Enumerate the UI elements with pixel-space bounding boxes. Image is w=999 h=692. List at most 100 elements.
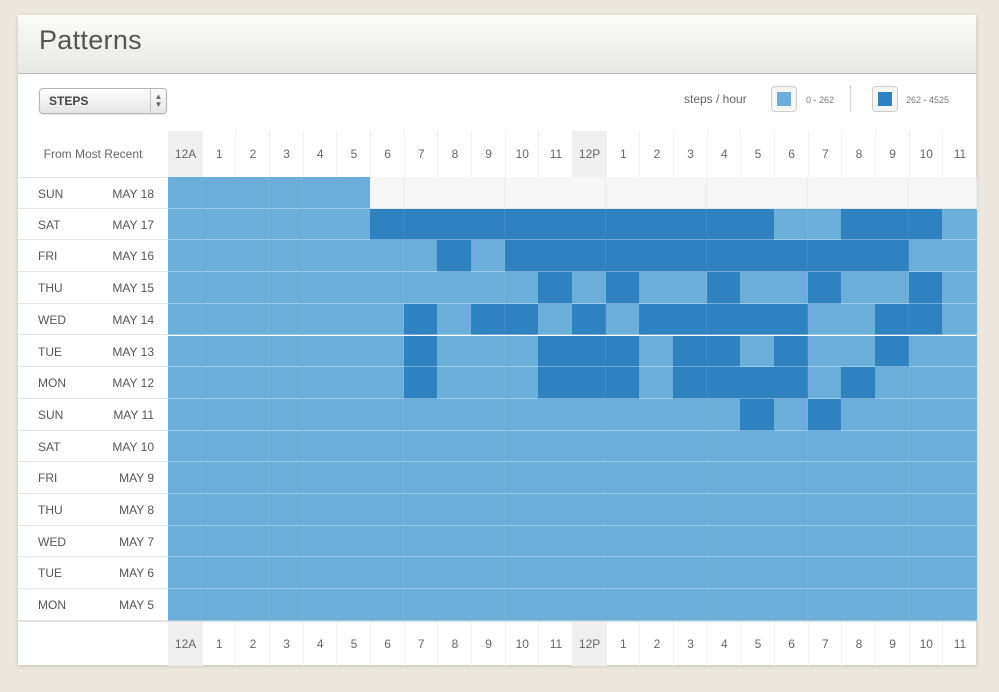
heatmap-cell[interactable] — [908, 525, 943, 558]
heatmap-cell[interactable] — [639, 240, 674, 273]
heatmap-cell[interactable] — [706, 525, 741, 558]
heatmap-cell[interactable] — [538, 494, 573, 526]
heatmap-cell[interactable] — [908, 367, 943, 399]
heatmap-cell[interactable] — [336, 240, 371, 273]
heatmap-cell[interactable] — [370, 208, 405, 241]
heatmap-cell[interactable] — [942, 367, 977, 399]
heatmap-cell[interactable] — [235, 398, 270, 431]
heatmap-cell[interactable] — [538, 240, 573, 273]
heatmap-cell[interactable] — [807, 303, 842, 336]
heatmap-cell[interactable] — [302, 494, 337, 526]
heatmap-cell[interactable] — [168, 589, 203, 621]
heatmap-cell[interactable] — [168, 367, 203, 399]
heatmap-cell[interactable] — [572, 589, 607, 621]
heatmap-cell[interactable] — [437, 589, 472, 621]
heatmap-cell[interactable] — [538, 462, 573, 494]
heatmap-cell[interactable] — [403, 208, 438, 241]
heatmap-cell[interactable] — [302, 240, 337, 273]
heatmap-cell[interactable] — [942, 272, 977, 304]
heatmap-cell[interactable] — [572, 240, 607, 273]
heatmap-cell[interactable] — [168, 240, 203, 273]
heatmap-cell[interactable] — [302, 367, 337, 399]
heatmap-cell[interactable] — [471, 494, 506, 526]
heatmap-cell[interactable] — [370, 177, 405, 209]
heatmap-cell[interactable] — [403, 367, 438, 399]
heatmap-cell[interactable] — [168, 430, 203, 463]
heatmap-cell[interactable] — [336, 462, 371, 494]
heatmap-cell[interactable] — [168, 557, 203, 590]
heatmap-cell[interactable] — [908, 177, 943, 209]
heatmap-cell[interactable] — [841, 557, 876, 590]
heatmap-cell[interactable] — [201, 557, 236, 590]
heatmap-cell[interactable] — [168, 525, 203, 558]
heatmap-cell[interactable] — [639, 398, 674, 431]
heatmap-cell[interactable] — [336, 398, 371, 431]
heatmap-cell[interactable] — [673, 272, 708, 304]
heatmap-cell[interactable] — [201, 240, 236, 273]
heatmap-cell[interactable] — [807, 462, 842, 494]
heatmap-cell[interactable] — [807, 335, 842, 368]
heatmap-cell[interactable] — [336, 177, 371, 209]
heatmap-cell[interactable] — [706, 335, 741, 368]
heatmap-cell[interactable] — [336, 272, 371, 304]
heatmap-cell[interactable] — [572, 494, 607, 526]
heatmap-cell[interactable] — [370, 589, 405, 621]
heatmap-cell[interactable] — [504, 335, 539, 368]
heatmap-cell[interactable] — [572, 177, 607, 209]
heatmap-cell[interactable] — [504, 303, 539, 336]
heatmap-cell[interactable] — [774, 240, 809, 273]
heatmap-cell[interactable] — [841, 525, 876, 558]
heatmap-cell[interactable] — [605, 494, 640, 526]
heatmap-cell[interactable] — [235, 303, 270, 336]
heatmap-cell[interactable] — [740, 525, 775, 558]
heatmap-cell[interactable] — [538, 557, 573, 590]
sort-order-label[interactable]: From Most Recent — [43, 147, 143, 161]
heatmap-cell[interactable] — [706, 494, 741, 526]
heatmap-cell[interactable] — [168, 335, 203, 368]
heatmap-cell[interactable] — [774, 398, 809, 431]
heatmap-cell[interactable] — [504, 525, 539, 558]
heatmap-cell[interactable] — [605, 177, 640, 209]
heatmap-cell[interactable] — [841, 398, 876, 431]
heatmap-cell[interactable] — [605, 525, 640, 558]
heatmap-cell[interactable] — [437, 208, 472, 241]
heatmap-cell[interactable] — [168, 177, 203, 209]
heatmap-cell[interactable] — [908, 494, 943, 526]
heatmap-cell[interactable] — [235, 494, 270, 526]
heatmap-cell[interactable] — [269, 462, 304, 494]
heatmap-cell[interactable] — [908, 208, 943, 241]
heatmap-cell[interactable] — [302, 335, 337, 368]
heatmap-cell[interactable] — [942, 525, 977, 558]
heatmap-cell[interactable] — [201, 589, 236, 621]
heatmap-cell[interactable] — [471, 335, 506, 368]
heatmap-cell[interactable] — [504, 430, 539, 463]
heatmap-cell[interactable] — [942, 240, 977, 273]
heatmap-cell[interactable] — [942, 335, 977, 368]
heatmap-cell[interactable] — [942, 557, 977, 590]
heatmap-cell[interactable] — [235, 335, 270, 368]
heatmap-cell[interactable] — [706, 462, 741, 494]
heatmap-cell[interactable] — [336, 335, 371, 368]
heatmap-cell[interactable] — [504, 557, 539, 590]
heatmap-cell[interactable] — [875, 240, 910, 273]
heatmap-cell[interactable] — [605, 589, 640, 621]
heatmap-cell[interactable] — [269, 303, 304, 336]
heatmap-cell[interactable] — [403, 240, 438, 273]
heatmap-cell[interactable] — [336, 367, 371, 399]
heatmap-cell[interactable] — [302, 525, 337, 558]
heatmap-cell[interactable] — [807, 398, 842, 431]
heatmap-cell[interactable] — [403, 335, 438, 368]
heatmap-cell[interactable] — [942, 430, 977, 463]
heatmap-cell[interactable] — [639, 462, 674, 494]
heatmap-cell[interactable] — [437, 462, 472, 494]
heatmap-cell[interactable] — [875, 462, 910, 494]
heatmap-cell[interactable] — [538, 525, 573, 558]
heatmap-cell[interactable] — [639, 494, 674, 526]
heatmap-cell[interactable] — [403, 398, 438, 431]
heatmap-cell[interactable] — [774, 303, 809, 336]
heatmap-cell[interactable] — [942, 589, 977, 621]
heatmap-cell[interactable] — [841, 335, 876, 368]
heatmap-cell[interactable] — [235, 462, 270, 494]
heatmap-cell[interactable] — [538, 335, 573, 368]
heatmap-cell[interactable] — [302, 557, 337, 590]
